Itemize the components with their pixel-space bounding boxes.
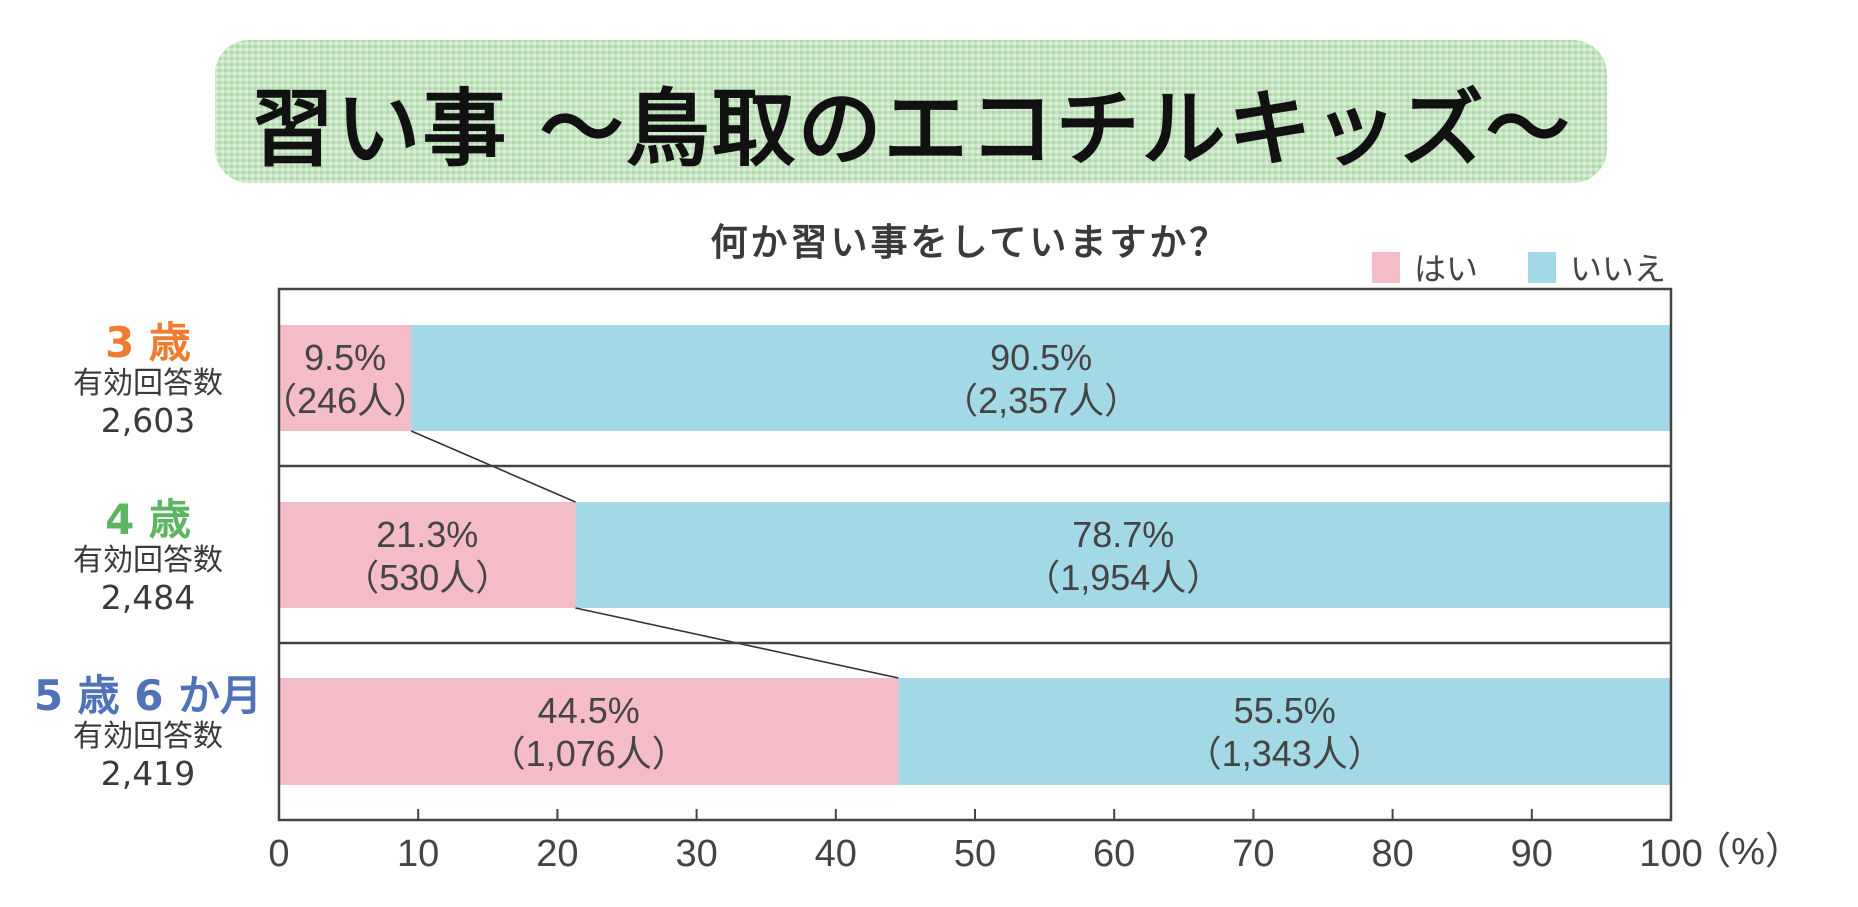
x-tick-label: 50 bbox=[954, 833, 996, 875]
bar-segment-no bbox=[575, 502, 1671, 608]
x-tick-label: 80 bbox=[1371, 833, 1413, 875]
valid-responses-count: 2,484 bbox=[100, 578, 196, 617]
valid-responses-count: 2,419 bbox=[100, 754, 196, 793]
row-label-4y: 4 歳 有効回答数 2,484 bbox=[0, 497, 296, 617]
x-tick-label: 100 bbox=[1639, 833, 1702, 875]
bar-segment-no bbox=[411, 325, 1671, 431]
bar-percent-label: 55.5% bbox=[1234, 690, 1336, 731]
bar-count-label: （246人） bbox=[261, 380, 429, 421]
legend-item-no: いいえ bbox=[1528, 244, 1666, 290]
row-label-3y: 3 歳 有効回答数 2,603 bbox=[0, 320, 296, 440]
bar-percent-label: 21.3% bbox=[376, 514, 478, 555]
legend-label-no: いいえ bbox=[1570, 250, 1667, 288]
bar-percent-label: 44.5% bbox=[538, 690, 640, 731]
valid-responses-label: 有効回答数 bbox=[73, 366, 223, 401]
valid-responses-label: 有効回答数 bbox=[73, 543, 223, 578]
bar-percent-label: 9.5% bbox=[304, 337, 386, 378]
page-title: 習い事 ～鳥取のエコチルキッズ～ bbox=[250, 80, 1572, 178]
x-tick-label: 30 bbox=[675, 833, 717, 875]
valid-responses-count: 2,603 bbox=[100, 401, 196, 440]
bar-segment-yes bbox=[279, 502, 576, 608]
x-tick-label: 10 bbox=[397, 833, 439, 875]
x-tick-label: 60 bbox=[1093, 833, 1135, 875]
valid-responses-label: 有効回答数 bbox=[73, 719, 223, 754]
legend-item-yes: はい bbox=[1372, 244, 1478, 290]
bar-count-label: （1,076人） bbox=[490, 733, 688, 774]
row-label-5y6m: 5 歳 6 か月 有効回答数 2,419 bbox=[0, 673, 296, 793]
age-label: 5 歳 6 か月 bbox=[33, 671, 263, 720]
bar-count-label: （530人） bbox=[343, 557, 511, 598]
age-label: 3 歳 bbox=[105, 318, 191, 367]
chart-title: 何か習い事をしていますか？ bbox=[710, 221, 1230, 264]
bar-count-label: （2,357人） bbox=[942, 380, 1140, 421]
legend-swatch-no bbox=[1528, 251, 1556, 283]
x-axis-unit: （%） bbox=[1693, 831, 1803, 873]
bar-percent-label: 78.7% bbox=[1072, 514, 1174, 555]
x-tick-label: 40 bbox=[815, 833, 857, 875]
legend-label-yes: はい bbox=[1414, 250, 1479, 288]
bar-percent-label: 90.5% bbox=[990, 337, 1092, 378]
bar-segment-yes bbox=[279, 325, 412, 431]
bar-count-label: （1,343人） bbox=[1186, 733, 1384, 774]
x-tick-label: 20 bbox=[536, 833, 578, 875]
age-label: 4 歳 bbox=[105, 495, 191, 544]
x-tick-label: 90 bbox=[1511, 833, 1553, 875]
title-banner: 習い事 ～鳥取のエコチルキッズ～ bbox=[215, 40, 1607, 183]
bar-count-label: （1,954人） bbox=[1024, 557, 1222, 598]
legend-swatch-yes bbox=[1372, 251, 1400, 283]
x-tick-label: 0 bbox=[268, 833, 289, 875]
x-tick-label: 70 bbox=[1232, 833, 1274, 875]
bar-segment-yes bbox=[279, 678, 899, 785]
bar-segment-no bbox=[898, 678, 1671, 785]
